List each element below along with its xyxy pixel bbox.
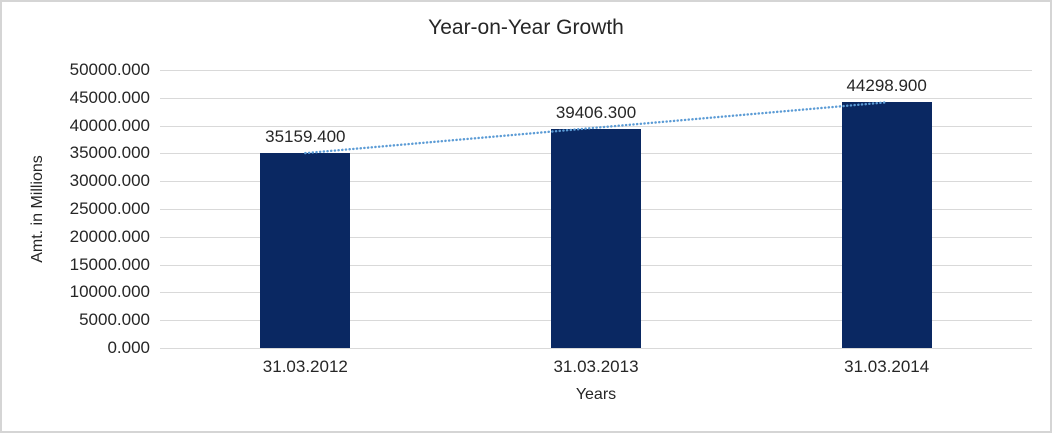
gridline bbox=[160, 348, 1032, 349]
data-label: 35159.400 bbox=[265, 126, 346, 146]
bar bbox=[841, 101, 932, 348]
gridline bbox=[160, 125, 1032, 127]
chart-title: Year-on-Year Growth bbox=[428, 16, 624, 39]
y-tick-label: 20000.000 bbox=[69, 226, 150, 246]
bar bbox=[260, 152, 351, 348]
gridline bbox=[160, 97, 1032, 99]
trendline-path bbox=[304, 101, 888, 155]
y-tick-label: 45000.000 bbox=[69, 87, 150, 107]
y-tick-label: 50000.000 bbox=[69, 60, 150, 79]
data-label: 39406.300 bbox=[555, 102, 637, 122]
gridline bbox=[160, 70, 1032, 71]
y-tick-label: 35000.000 bbox=[69, 143, 150, 163]
x-tick-label: 31.03.2013 bbox=[553, 357, 639, 376]
x-tick-label: 31.03.2014 bbox=[844, 357, 930, 376]
x-tick-label: 31.03.2012 bbox=[262, 357, 348, 376]
y-tick-label: 0.000 bbox=[107, 338, 150, 357]
x-axis-title: Years bbox=[575, 386, 617, 403]
trendline bbox=[304, 101, 888, 155]
bar bbox=[551, 128, 641, 348]
y-tick-label: 40000.000 bbox=[69, 115, 150, 135]
y-tick-label: 25000.000 bbox=[69, 199, 150, 218]
y-tick-label: 10000.000 bbox=[69, 282, 150, 302]
plot-area bbox=[160, 70, 1032, 349]
y-tick-label: 15000.000 bbox=[69, 254, 150, 274]
y-tick-label: 30000.000 bbox=[69, 171, 150, 191]
data-label: 44298.900 bbox=[846, 75, 927, 95]
y-tick-label: 5000.000 bbox=[79, 310, 150, 330]
